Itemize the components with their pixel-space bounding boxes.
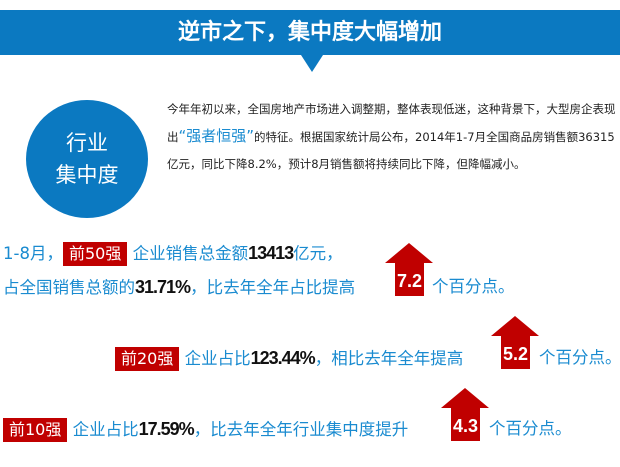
text: ，比去年全年行业集中度提升 [193, 420, 409, 439]
title-banner: 逆市之下，集中度大幅增加 [0, 10, 620, 55]
text: ，比去年全年占比提高 [190, 278, 356, 297]
para-text: 的特征。根据国家统计局公布，2014年1-7月全国商品房销售额36315亿元，同… [167, 130, 615, 171]
share-value: 31.71% [135, 277, 191, 297]
increase-value: 5.2 [501, 336, 530, 369]
share-value: 123.44% [250, 348, 316, 368]
up-arrow-icon: 7.2 [385, 243, 433, 296]
concentration-badge: 行业 集中度 [26, 100, 148, 218]
top10-tag: 前10强 [3, 418, 68, 442]
badge-line2: 集中度 [55, 163, 119, 187]
top20-tag: 前20强 [115, 347, 180, 371]
text: 个百分点。 [432, 277, 515, 296]
text: 企业销售总金额 [132, 244, 249, 263]
text: 1-8月， [3, 244, 63, 263]
share-value: 17.59% [138, 419, 195, 439]
text: 个百分点。 [539, 348, 620, 367]
text: 占全国销售总额的 [3, 278, 135, 297]
increase-value: 4.3 [451, 408, 480, 441]
top50-line2: 占全国销售总额的31.71%，比去年全年占比提高 [3, 275, 355, 300]
text: 企业占比 [72, 420, 139, 439]
top50-tag: 前50强 [62, 242, 128, 266]
up-arrow-icon: 4.3 [441, 388, 489, 441]
sales-value: 13413 [248, 243, 294, 263]
increase-value: 7.2 [395, 263, 424, 296]
text: ，相比去年全年提高 [314, 349, 464, 368]
text: 个百分点。 [489, 419, 572, 438]
top50-line1: 1-8月， 前50强 企业销售总金额13413亿元， [3, 241, 343, 266]
banner-pointer [301, 55, 323, 72]
top20-line: 前20强 企业占比123.44%，相比去年全年提高 [115, 346, 463, 371]
para-highlight: “强者恒强” [178, 127, 255, 145]
para-text: 今年年初以来，全国房地产市场进入调整期，整体表现低迷，这种背景下，大型房企表现出 [167, 102, 616, 144]
text: 企业占比 [184, 349, 251, 368]
text: 亿元， [293, 244, 343, 263]
badge-line1: 行业 [66, 131, 108, 155]
intro-paragraph: 今年年初以来，全国房地产市场进入调整期，整体表现低迷，这种背景下，大型房企表现出… [167, 96, 617, 178]
up-arrow-icon: 5.2 [491, 316, 539, 369]
top10-line: 前10强 企业占比17.59%，比去年全年行业集中度提升 [3, 417, 408, 442]
